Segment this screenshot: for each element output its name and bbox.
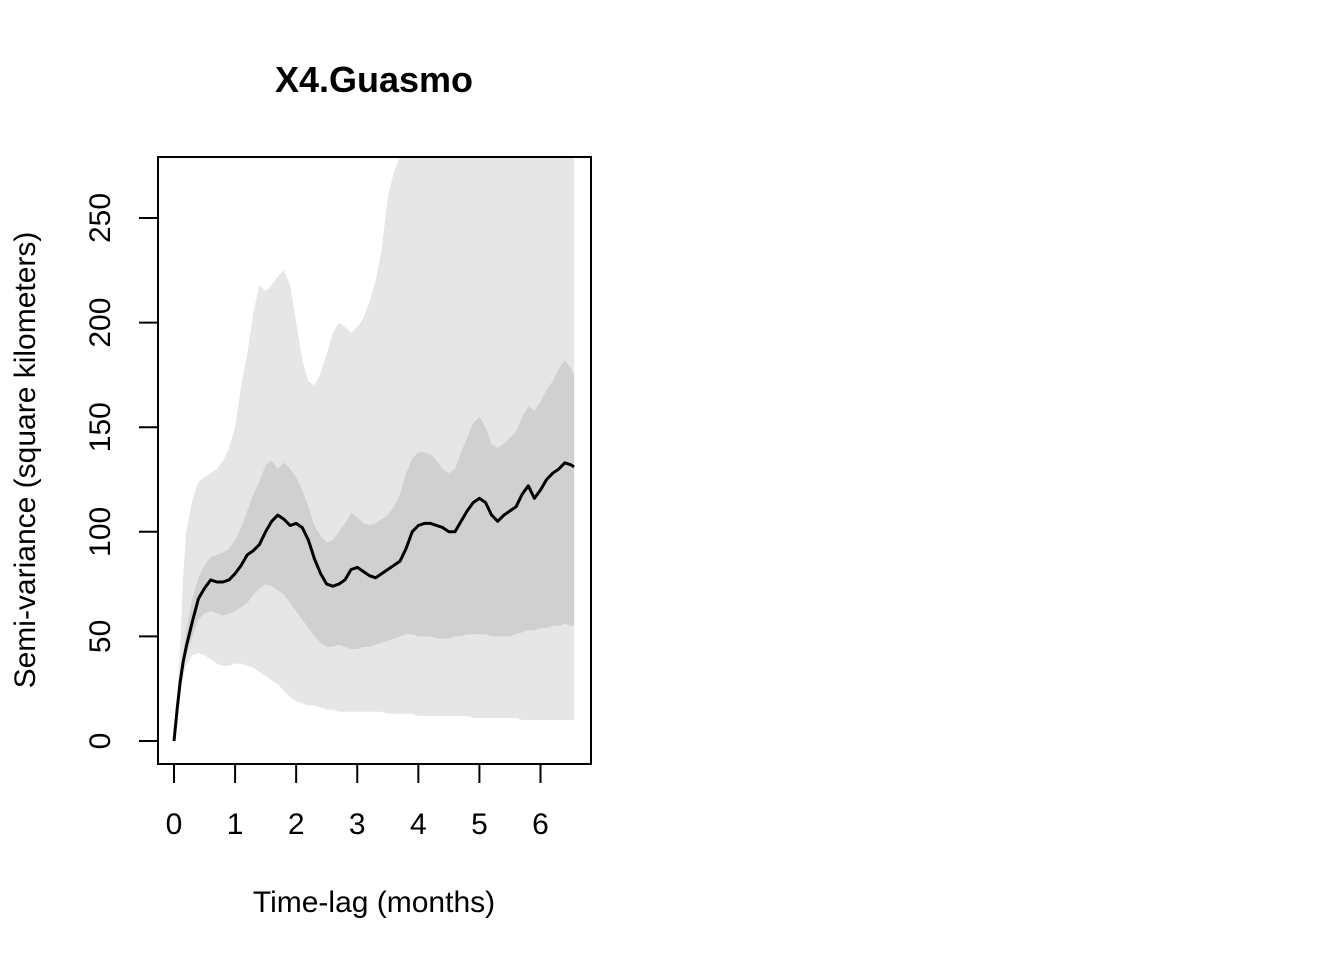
y-tick-label: 250 xyxy=(84,193,117,243)
x-tick-label: 0 xyxy=(166,808,183,841)
chart-title: X4.Guasmo xyxy=(275,59,473,100)
y-tick-label: 50 xyxy=(84,620,117,653)
x-tick-label: 2 xyxy=(288,808,305,841)
x-axis: 0 1 2 3 4 5 6 xyxy=(166,763,549,841)
x-tick-label: 4 xyxy=(410,808,427,841)
y-tick-label: 0 xyxy=(84,733,117,750)
y-tick-label: 200 xyxy=(84,298,117,348)
x-tick-label: 3 xyxy=(349,808,366,841)
y-axis-label: Semi-variance (square kilometers) xyxy=(9,232,42,689)
x-tick-label: 1 xyxy=(227,808,244,841)
x-tick-label: 5 xyxy=(471,808,488,841)
y-axis: 0 50 100 150 200 250 xyxy=(84,193,159,750)
y-tick-label: 150 xyxy=(84,402,117,452)
x-axis-label: Time-lag (months) xyxy=(253,886,495,919)
y-tick-label: 100 xyxy=(84,507,117,557)
semi-variance-line xyxy=(172,461,575,742)
plot-area xyxy=(172,157,575,742)
x-tick-label: 6 xyxy=(532,808,549,841)
inner-confidence-band xyxy=(174,360,575,741)
